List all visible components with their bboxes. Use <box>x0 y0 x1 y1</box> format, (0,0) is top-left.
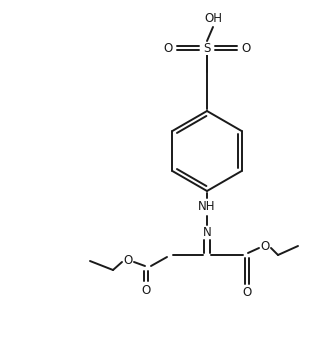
Text: O: O <box>241 42 251 54</box>
Text: OH: OH <box>204 11 222 24</box>
Text: N: N <box>203 225 212 239</box>
Text: O: O <box>260 240 270 252</box>
Text: NH: NH <box>198 200 216 214</box>
Text: O: O <box>141 284 151 296</box>
Text: O: O <box>164 42 172 54</box>
Text: O: O <box>242 287 252 299</box>
Text: S: S <box>203 42 211 54</box>
Text: O: O <box>124 254 132 266</box>
